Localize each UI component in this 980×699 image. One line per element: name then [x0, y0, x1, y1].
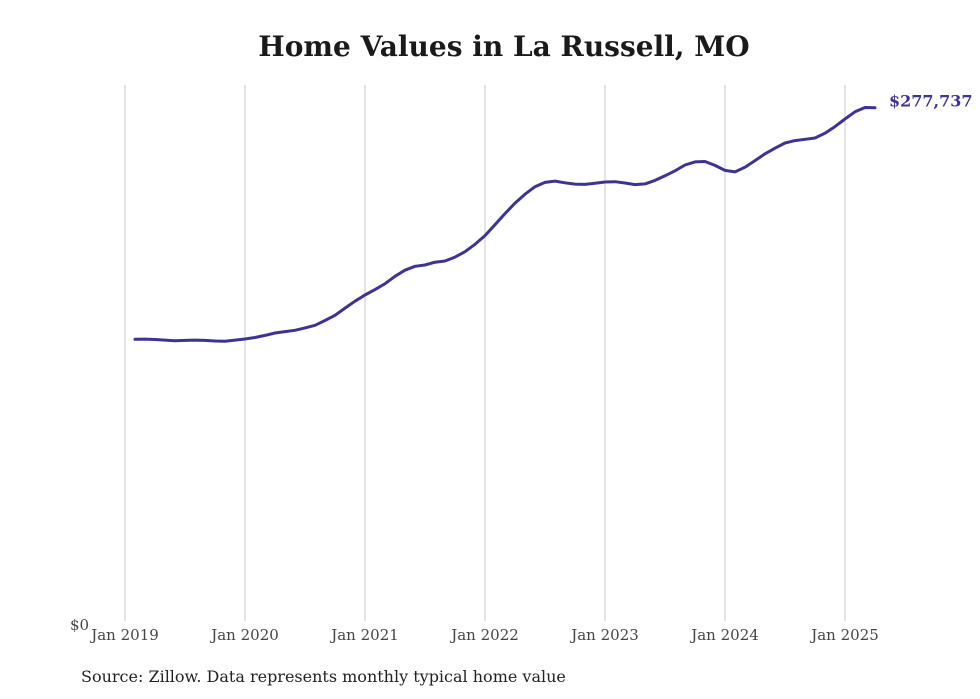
x-tick-label: Jan 2023 — [569, 626, 639, 644]
y-tick-label: $0 — [70, 616, 89, 634]
x-tick-label: Jan 2024 — [689, 626, 759, 644]
x-tick-label: Jan 2025 — [809, 626, 879, 644]
series-layer: $277,737 — [133, 92, 973, 343]
end-value-label: $277,737 — [889, 92, 973, 111]
source-note: Source: Zillow. Data represents monthly … — [81, 667, 566, 686]
series-line — [133, 106, 877, 343]
x-tick-label: Jan 2022 — [449, 626, 519, 644]
axis-labels: Jan 2019 Jan 2020 Jan 2021 Jan 2022 Jan 2023… — [70, 616, 879, 644]
x-tick-label: Jan 2020 — [209, 626, 279, 644]
chart-title: Home Values in La Russell, MO — [258, 30, 750, 63]
vertical-gridlines — [124, 85, 846, 621]
x-tick-label: Jan 2019 — [89, 626, 159, 644]
x-tick-label: Jan 2021 — [329, 626, 399, 644]
